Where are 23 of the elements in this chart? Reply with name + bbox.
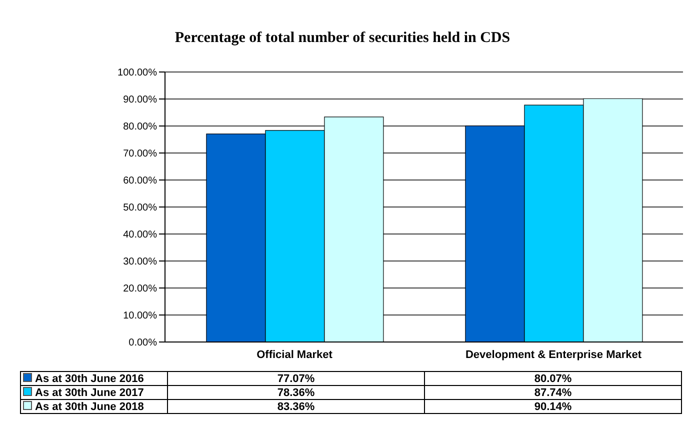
y-tick-label: 60.00% bbox=[123, 176, 158, 187]
legend-label: As at 30th June 2016 bbox=[20, 372, 168, 386]
x-tick-label: Official Market bbox=[256, 348, 333, 361]
y-tick-label: 40.00% bbox=[123, 230, 158, 241]
data-label: 80.07% bbox=[424, 372, 682, 386]
data-label: 83.36% bbox=[168, 400, 424, 414]
data-label: 90.14% bbox=[424, 400, 682, 414]
y-tick-label: 10.00% bbox=[123, 310, 158, 322]
data-label: 77.07% bbox=[168, 372, 424, 386]
y-tick-label: 100.00% bbox=[118, 68, 158, 79]
y-tick-label: 70.00% bbox=[123, 148, 158, 160]
y-tick-label: 50.00% bbox=[123, 202, 158, 214]
y-tick-label: 20.00% bbox=[123, 284, 158, 295]
legend-label: As at 30th June 2017 bbox=[20, 386, 168, 400]
y-tick-label: 80.00% bbox=[123, 122, 158, 133]
y-tick-label: 0.00% bbox=[128, 338, 158, 349]
x-tick-label: Development & Enterprise Market bbox=[465, 348, 642, 361]
chart-title: Percentage of total number of securities held in CDS bbox=[174, 30, 512, 47]
data-label: 87.74% bbox=[424, 386, 682, 400]
y-tick-label: 90.00% bbox=[123, 94, 158, 106]
y-tick-label: 30.00% bbox=[123, 256, 158, 268]
legend-label: As at 30th June 2018 bbox=[20, 400, 168, 414]
data-label: 78.36% bbox=[168, 386, 424, 400]
